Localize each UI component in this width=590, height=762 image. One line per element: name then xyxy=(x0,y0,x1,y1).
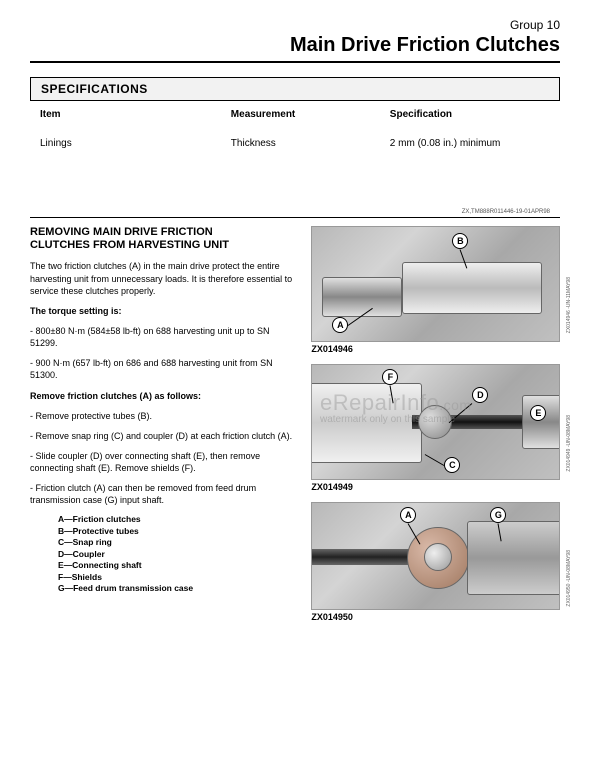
legend-a: A—Friction clutches xyxy=(58,514,299,525)
figure-2-image: F D E C xyxy=(311,364,560,480)
header-title: Main Drive Friction Clutches xyxy=(30,34,560,57)
step-4: - Friction clutch (A) can then be remove… xyxy=(30,482,299,506)
step-2: - Remove snap ring (C) and coupler (D) a… xyxy=(30,430,299,442)
spec-reference: ZX,TM888R011446-19-01APR98 xyxy=(30,209,560,215)
figure-1-image: A B xyxy=(311,226,560,342)
legend-e: E—Connecting shaft xyxy=(58,560,299,571)
header-rule xyxy=(30,61,560,63)
step-3: - Slide coupler (D) over connecting shaf… xyxy=(30,450,299,474)
intro-paragraph: The two friction clutches (A) in the mai… xyxy=(30,260,299,296)
figure-1-label: ZX014946 xyxy=(311,344,560,354)
spec-value: 2 mm (0.08 in.) minimum xyxy=(380,124,560,199)
legend: A—Friction clutches B—Protective tubes C… xyxy=(58,514,299,594)
legend-g: G—Feed drum transmission case xyxy=(58,583,299,594)
spec-item: Linings xyxy=(30,124,221,199)
figure-column: A B ZX014946 -UN-11MAY98 ZX014946 F D xyxy=(311,226,560,622)
legend-b: B—Protective tubes xyxy=(58,526,299,537)
legend-c: C—Snap ring xyxy=(58,537,299,548)
figure-3: A G ZX014950 -UN-08MAY98 ZX014950 xyxy=(311,502,560,622)
section-title-line1: REMOVING MAIN DRIVE FRICTION xyxy=(30,226,213,238)
legend-f: F—Shields xyxy=(58,572,299,583)
step-1: - Remove protective tubes (B). xyxy=(30,410,299,422)
callout-c: C xyxy=(444,457,460,473)
text-column: REMOVING MAIN DRIVE FRICTION CLUTCHES FR… xyxy=(30,226,299,622)
page-container: Group 10 Main Drive Friction Clutches SP… xyxy=(0,0,590,632)
spec-data-row: Linings Thickness 2 mm (0.08 in.) minimu… xyxy=(30,124,560,199)
figure-3-sideref: ZX014950 -UN-08MAY98 xyxy=(566,550,572,607)
section-rule xyxy=(30,217,560,218)
figure-3-image: A G xyxy=(311,502,560,610)
callout-b: B xyxy=(452,233,468,249)
specifications-title: SPECIFICATIONS xyxy=(41,82,549,96)
torque-heading: The torque setting is: xyxy=(30,305,299,317)
spec-col-item: Item xyxy=(30,101,221,124)
figure-2-sideref: ZX014949 -UN-08MAY98 xyxy=(566,415,572,472)
specifications-box: SPECIFICATIONS xyxy=(30,77,560,100)
section-title: REMOVING MAIN DRIVE FRICTION CLUTCHES FR… xyxy=(30,226,299,252)
torque-2: - 900 N·m (657 lb-ft) on 686 and 688 har… xyxy=(30,357,299,381)
figure-1-sideref: ZX014946 -UN-11MAY98 xyxy=(566,277,572,333)
content-row: REMOVING MAIN DRIVE FRICTION CLUTCHES FR… xyxy=(30,226,560,622)
spec-measurement: Thickness xyxy=(221,124,380,199)
callout-a: A xyxy=(332,317,348,333)
section-title-line2: CLUTCHES FROM HARVESTING UNIT xyxy=(30,239,229,251)
header-group: Group 10 xyxy=(30,18,560,32)
spec-col-measurement: Measurement xyxy=(221,101,380,124)
legend-d: D—Coupler xyxy=(58,549,299,560)
specifications-table: Item Measurement Specification Linings T… xyxy=(30,101,560,215)
callout-a2: A xyxy=(400,507,416,523)
figure-2: F D E C ZX014949 -UN-08MAY98 ZX014949 xyxy=(311,364,560,492)
figure-3-label: ZX014950 xyxy=(311,612,560,622)
figure-1: A B ZX014946 -UN-11MAY98 ZX014946 xyxy=(311,226,560,354)
figure-2-label: ZX014949 xyxy=(311,482,560,492)
remove-heading: Remove friction clutches (A) as follows: xyxy=(30,390,299,402)
spec-header-row: Item Measurement Specification xyxy=(30,101,560,124)
callout-d: D xyxy=(472,387,488,403)
spec-col-specification: Specification xyxy=(380,101,560,124)
torque-1: - 800±80 N·m (584±58 lb-ft) on 688 harve… xyxy=(30,325,299,349)
